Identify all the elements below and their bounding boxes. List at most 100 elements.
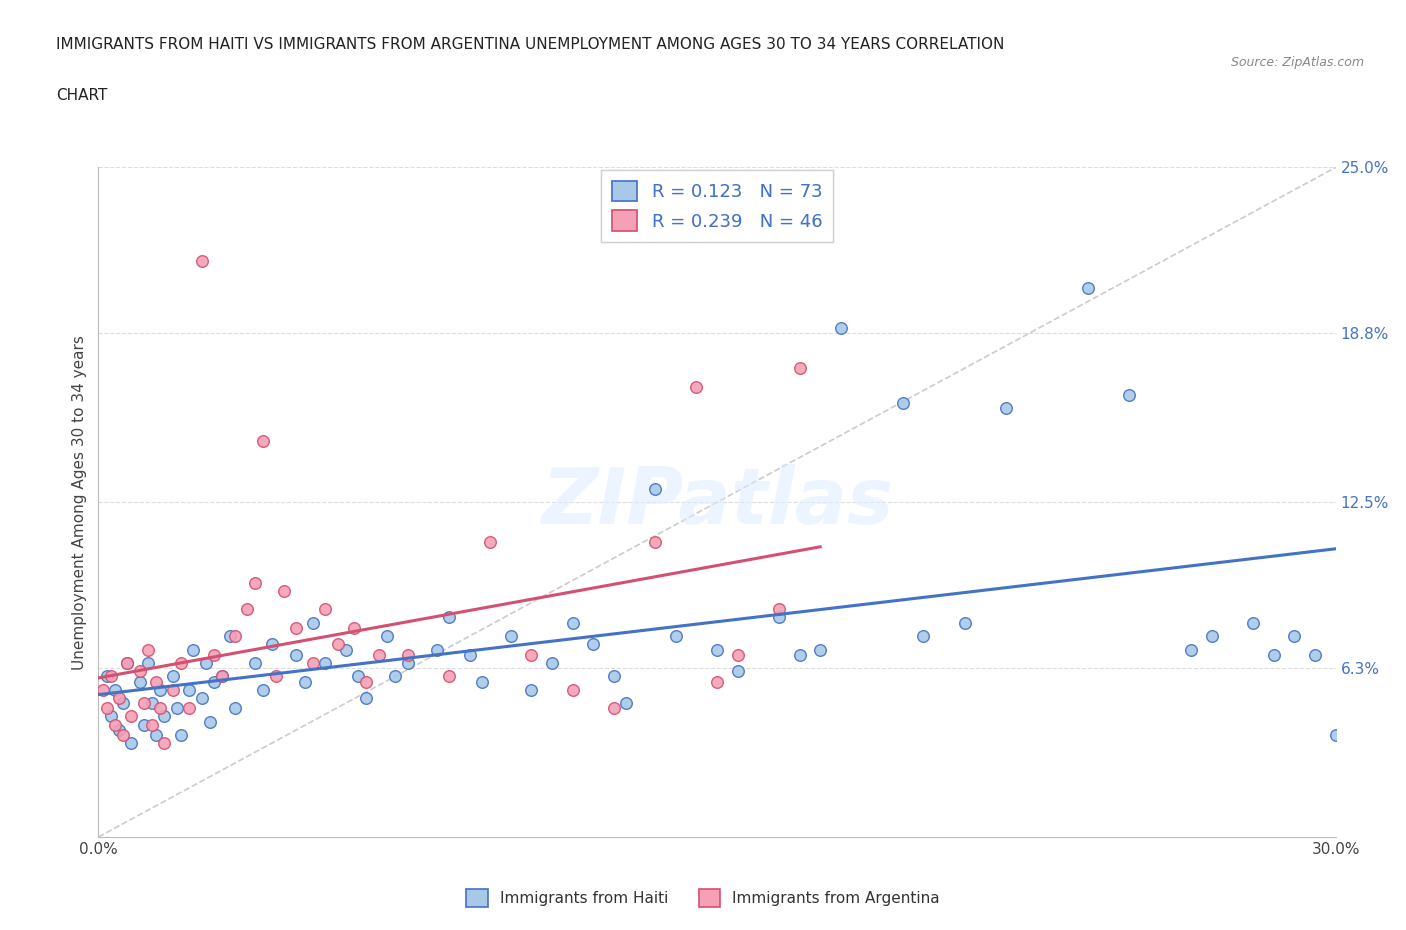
Point — [179, 683, 201, 698]
Point — [162, 683, 184, 698]
Point — [153, 709, 176, 724]
Point — [128, 674, 150, 689]
Point — [396, 647, 419, 662]
Point — [356, 690, 378, 705]
Point — [706, 674, 728, 689]
Point — [243, 575, 266, 590]
Point — [166, 701, 188, 716]
Legend: R = 0.123   N = 73, R = 0.239   N = 46: R = 0.123 N = 73, R = 0.239 N = 46 — [600, 170, 834, 242]
Point — [243, 656, 266, 671]
Point — [789, 361, 811, 376]
Point — [614, 696, 637, 711]
Point — [190, 254, 212, 269]
Point — [224, 701, 246, 716]
Point — [479, 535, 502, 550]
Point — [396, 656, 419, 671]
Point — [603, 669, 626, 684]
Point — [582, 637, 605, 652]
Point — [145, 674, 167, 689]
Point — [375, 629, 398, 644]
Point — [384, 669, 406, 684]
Point — [108, 690, 131, 705]
Point — [170, 728, 193, 743]
Point — [202, 647, 225, 662]
Point — [1077, 281, 1099, 296]
Point — [120, 736, 142, 751]
Point — [912, 629, 935, 644]
Point — [356, 674, 378, 689]
Point — [343, 620, 366, 635]
Point — [141, 696, 163, 711]
Point — [685, 379, 707, 394]
Point — [1201, 629, 1223, 644]
Point — [665, 629, 688, 644]
Point — [520, 647, 543, 662]
Point — [100, 669, 122, 684]
Point — [367, 647, 389, 662]
Point — [727, 647, 749, 662]
Point — [437, 610, 460, 625]
Point — [202, 674, 225, 689]
Point — [437, 669, 460, 684]
Point — [236, 602, 259, 617]
Point — [252, 433, 274, 448]
Point — [96, 669, 118, 684]
Point — [302, 616, 325, 631]
Point — [104, 717, 127, 732]
Point — [149, 683, 172, 698]
Point — [953, 616, 976, 631]
Point — [224, 629, 246, 644]
Point — [789, 647, 811, 662]
Point — [768, 610, 790, 625]
Point — [117, 656, 139, 671]
Point — [706, 642, 728, 657]
Point — [91, 683, 114, 698]
Point — [727, 663, 749, 678]
Y-axis label: Unemployment Among Ages 30 to 34 years: Unemployment Among Ages 30 to 34 years — [72, 335, 87, 670]
Point — [136, 642, 159, 657]
Point — [326, 637, 349, 652]
Point — [561, 616, 583, 631]
Point — [190, 690, 212, 705]
Point — [149, 701, 172, 716]
Point — [314, 656, 336, 671]
Point — [1303, 647, 1326, 662]
Text: IMMIGRANTS FROM HAITI VS IMMIGRANTS FROM ARGENTINA UNEMPLOYMENT AMONG AGES 30 TO: IMMIGRANTS FROM HAITI VS IMMIGRANTS FROM… — [56, 37, 1005, 52]
Point — [830, 321, 852, 336]
Point — [561, 683, 583, 698]
Point — [891, 395, 914, 410]
Point — [471, 674, 494, 689]
Point — [1241, 616, 1264, 631]
Point — [211, 669, 233, 684]
Point — [128, 663, 150, 678]
Point — [153, 736, 176, 751]
Point — [994, 401, 1017, 416]
Point — [96, 701, 118, 716]
Point — [314, 602, 336, 617]
Point — [285, 620, 308, 635]
Point — [170, 656, 193, 671]
Point — [1284, 629, 1306, 644]
Point — [768, 602, 790, 617]
Text: CHART: CHART — [56, 88, 108, 103]
Point — [426, 642, 449, 657]
Point — [499, 629, 522, 644]
Point — [162, 669, 184, 684]
Point — [132, 717, 155, 732]
Point — [302, 656, 325, 671]
Point — [120, 709, 142, 724]
Point — [194, 656, 217, 671]
Point — [252, 683, 274, 698]
Point — [335, 642, 357, 657]
Text: ZIPatlas: ZIPatlas — [541, 464, 893, 540]
Point — [520, 683, 543, 698]
Point — [136, 656, 159, 671]
Point — [141, 717, 163, 732]
Point — [273, 583, 295, 598]
Point — [294, 674, 316, 689]
Point — [347, 669, 370, 684]
Point — [644, 535, 666, 550]
Point — [181, 642, 204, 657]
Point — [179, 701, 201, 716]
Legend: Immigrants from Haiti, Immigrants from Argentina: Immigrants from Haiti, Immigrants from A… — [460, 884, 946, 913]
